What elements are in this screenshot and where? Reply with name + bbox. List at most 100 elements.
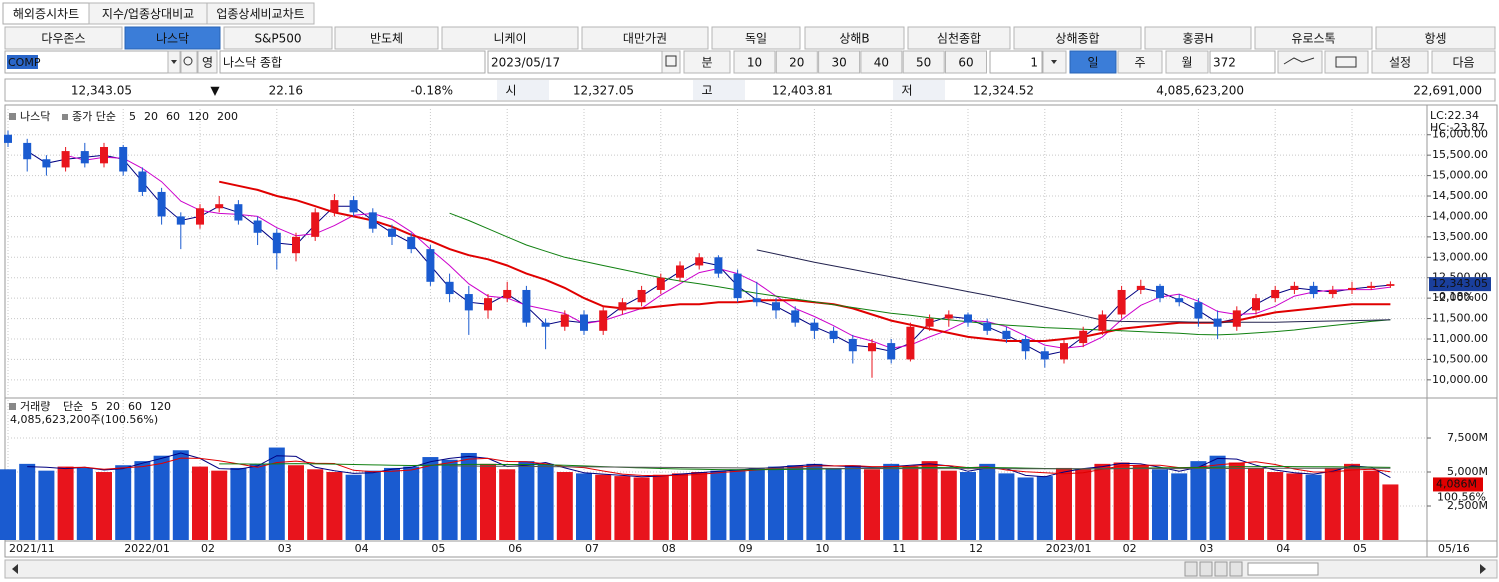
index-button-box[interactable] xyxy=(334,26,439,50)
index-button-label[interactable]: 대만가권 xyxy=(623,32,667,46)
scroll-track[interactable] xyxy=(4,559,1498,579)
tab[interactable]: 업종상세비교차트 xyxy=(206,2,315,25)
period-button-label[interactable]: 60 xyxy=(958,56,973,70)
index-button[interactable]: 니케이 xyxy=(441,26,579,50)
name-field-box[interactable] xyxy=(219,50,486,74)
index-button[interactable]: 유로스톡 xyxy=(1254,26,1373,50)
index-button-box[interactable] xyxy=(804,26,905,50)
period-button[interactable]: 30 xyxy=(818,50,861,74)
minute-button-label[interactable]: 분 xyxy=(701,56,712,70)
date-field[interactable]: 2023/05/17 xyxy=(487,50,663,74)
index-button-box[interactable] xyxy=(1375,26,1496,50)
week-button-label[interactable]: 주 xyxy=(1134,56,1145,70)
period-button[interactable]: 20 xyxy=(775,50,818,74)
index-button-label[interactable]: 다우존스 xyxy=(41,32,85,46)
scroll-button[interactable] xyxy=(1184,561,1198,577)
scroll-right[interactable] xyxy=(1480,564,1486,574)
index-button-box[interactable] xyxy=(441,26,579,50)
index-button-label[interactable]: 항셍 xyxy=(1424,32,1446,46)
period-button-label[interactable]: 20 xyxy=(789,56,804,70)
index-button[interactable]: 대만가권 xyxy=(581,26,709,50)
day-button-box[interactable] xyxy=(1069,50,1117,74)
scrollbar[interactable] xyxy=(4,559,1498,579)
count-field[interactable]: 372 xyxy=(1209,50,1276,74)
period-button-label[interactable]: 30 xyxy=(831,56,846,70)
tab-label[interactable]: 해외증시차트 xyxy=(13,7,79,21)
index-button[interactable]: 홍콩H xyxy=(1144,26,1252,50)
minute-button[interactable]: 분 xyxy=(683,50,731,74)
tool-button[interactable] xyxy=(1324,50,1369,74)
index-button-box[interactable] xyxy=(711,26,801,50)
period-button-box[interactable] xyxy=(945,50,987,74)
name-field[interactable]: 나스닥 종합 xyxy=(219,50,486,74)
next-button[interactable]: 다음 xyxy=(1431,50,1496,74)
period-button-label[interactable]: 50 xyxy=(916,56,931,70)
index-button[interactable]: S&P500 xyxy=(223,26,333,50)
date-field-label[interactable]: 2023/05/17 xyxy=(491,56,560,70)
day-button[interactable]: 일 xyxy=(1069,50,1117,74)
settings-button[interactable]: 설정 xyxy=(1371,50,1429,74)
lang-button-box[interactable] xyxy=(197,50,218,74)
tick-unit-label[interactable]: 1 xyxy=(1030,56,1038,70)
settings-button-label[interactable]: 설정 xyxy=(1389,56,1411,70)
period-button[interactable]: 50 xyxy=(902,50,945,74)
period-button[interactable]: 10 xyxy=(733,50,776,74)
tick-unit-box[interactable] xyxy=(989,50,1043,74)
index-button-label[interactable]: 독일 xyxy=(745,32,767,46)
index-button[interactable]: 독일 xyxy=(711,26,801,50)
minute-button-box[interactable] xyxy=(683,50,731,74)
index-button-label[interactable]: S&P500 xyxy=(254,32,301,46)
lang-button[interactable]: 영 xyxy=(197,50,218,74)
scroll-button[interactable] xyxy=(1229,561,1243,577)
index-button-box[interactable] xyxy=(1144,26,1252,50)
index-button-label[interactable]: 홍콩H xyxy=(1182,32,1213,46)
index-button-label[interactable]: 상해종합 xyxy=(1055,32,1099,46)
index-button-box[interactable] xyxy=(1254,26,1373,50)
index-button-box[interactable] xyxy=(223,26,333,50)
period-button[interactable]: 60 xyxy=(945,50,987,74)
index-button-box[interactable] xyxy=(581,26,709,50)
period-button-box[interactable] xyxy=(860,50,903,74)
search-button-box[interactable] xyxy=(180,50,198,74)
tab-label[interactable]: 지수/업종상대비교 xyxy=(102,7,194,21)
week-button-box[interactable] xyxy=(1117,50,1163,74)
period-button-label[interactable]: 40 xyxy=(874,56,889,70)
tab-label[interactable]: 업종상세비교차트 xyxy=(216,7,304,21)
tab[interactable]: 해외증시차트 xyxy=(2,2,90,25)
day-button-label[interactable]: 일 xyxy=(1087,56,1098,70)
index-button[interactable]: 반도체 xyxy=(334,26,439,50)
tool-button-box[interactable] xyxy=(1277,50,1323,74)
name-field-label[interactable]: 나스닥 종합 xyxy=(223,56,282,70)
index-button-label[interactable]: 유로스톡 xyxy=(1291,32,1335,46)
month-button[interactable]: 월 xyxy=(1165,50,1209,74)
tool-button-box[interactable] xyxy=(1324,50,1369,74)
index-button-label[interactable]: 반도체 xyxy=(370,32,403,46)
index-button-box[interactable] xyxy=(4,26,123,50)
index-button-box[interactable] xyxy=(124,26,221,50)
index-button-label[interactable]: 나스닥 xyxy=(156,32,189,46)
settings-button-box[interactable] xyxy=(1371,50,1429,74)
scroll-slider[interactable] xyxy=(1247,562,1319,576)
tab[interactable]: 지수/업종상대비교 xyxy=(88,2,208,25)
scroll-button[interactable] xyxy=(1199,561,1213,577)
tick-unit[interactable]: 1 xyxy=(989,50,1043,74)
lang-button-label[interactable]: 영 xyxy=(202,56,213,70)
tab-box[interactable] xyxy=(206,2,315,25)
index-button[interactable]: 다우존스 xyxy=(4,26,123,50)
month-button-label[interactable]: 월 xyxy=(1181,56,1192,70)
index-button-box[interactable] xyxy=(907,26,1011,50)
index-button-label[interactable]: 니케이 xyxy=(493,32,526,46)
index-button[interactable]: 나스닥 xyxy=(124,26,221,50)
next-button-label[interactable]: 다음 xyxy=(1452,56,1474,70)
period-button-box[interactable] xyxy=(902,50,945,74)
period-button-label[interactable]: 10 xyxy=(747,56,762,70)
count-field-box[interactable] xyxy=(1209,50,1276,74)
period-button-box[interactable] xyxy=(775,50,818,74)
period-button-box[interactable] xyxy=(733,50,776,74)
calendar-button[interactable] xyxy=(661,50,681,74)
index-button[interactable]: 상해종합 xyxy=(1013,26,1142,50)
count-field-label[interactable]: 372 xyxy=(1213,56,1236,70)
month-button-box[interactable] xyxy=(1165,50,1209,74)
period-button-box[interactable] xyxy=(818,50,861,74)
scroll-button[interactable] xyxy=(1214,561,1228,577)
